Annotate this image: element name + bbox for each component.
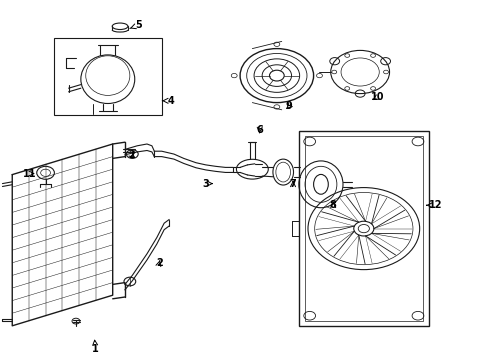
- Bar: [305, 136, 423, 321]
- Text: 11: 11: [23, 168, 36, 179]
- Bar: [54, 38, 162, 115]
- Text: 5: 5: [130, 20, 142, 30]
- Text: 2: 2: [128, 150, 135, 160]
- Bar: [299, 131, 429, 326]
- Text: 10: 10: [370, 92, 384, 102]
- Text: 7: 7: [290, 179, 296, 189]
- Text: 8: 8: [330, 200, 337, 210]
- Text: 4: 4: [163, 96, 175, 106]
- Text: 12: 12: [427, 200, 443, 210]
- Text: 2: 2: [156, 258, 163, 268]
- Text: 9: 9: [286, 101, 293, 111]
- Text: 3: 3: [202, 179, 212, 189]
- Polygon shape: [12, 144, 113, 326]
- Text: 6: 6: [256, 125, 263, 135]
- Text: 1: 1: [92, 340, 99, 354]
